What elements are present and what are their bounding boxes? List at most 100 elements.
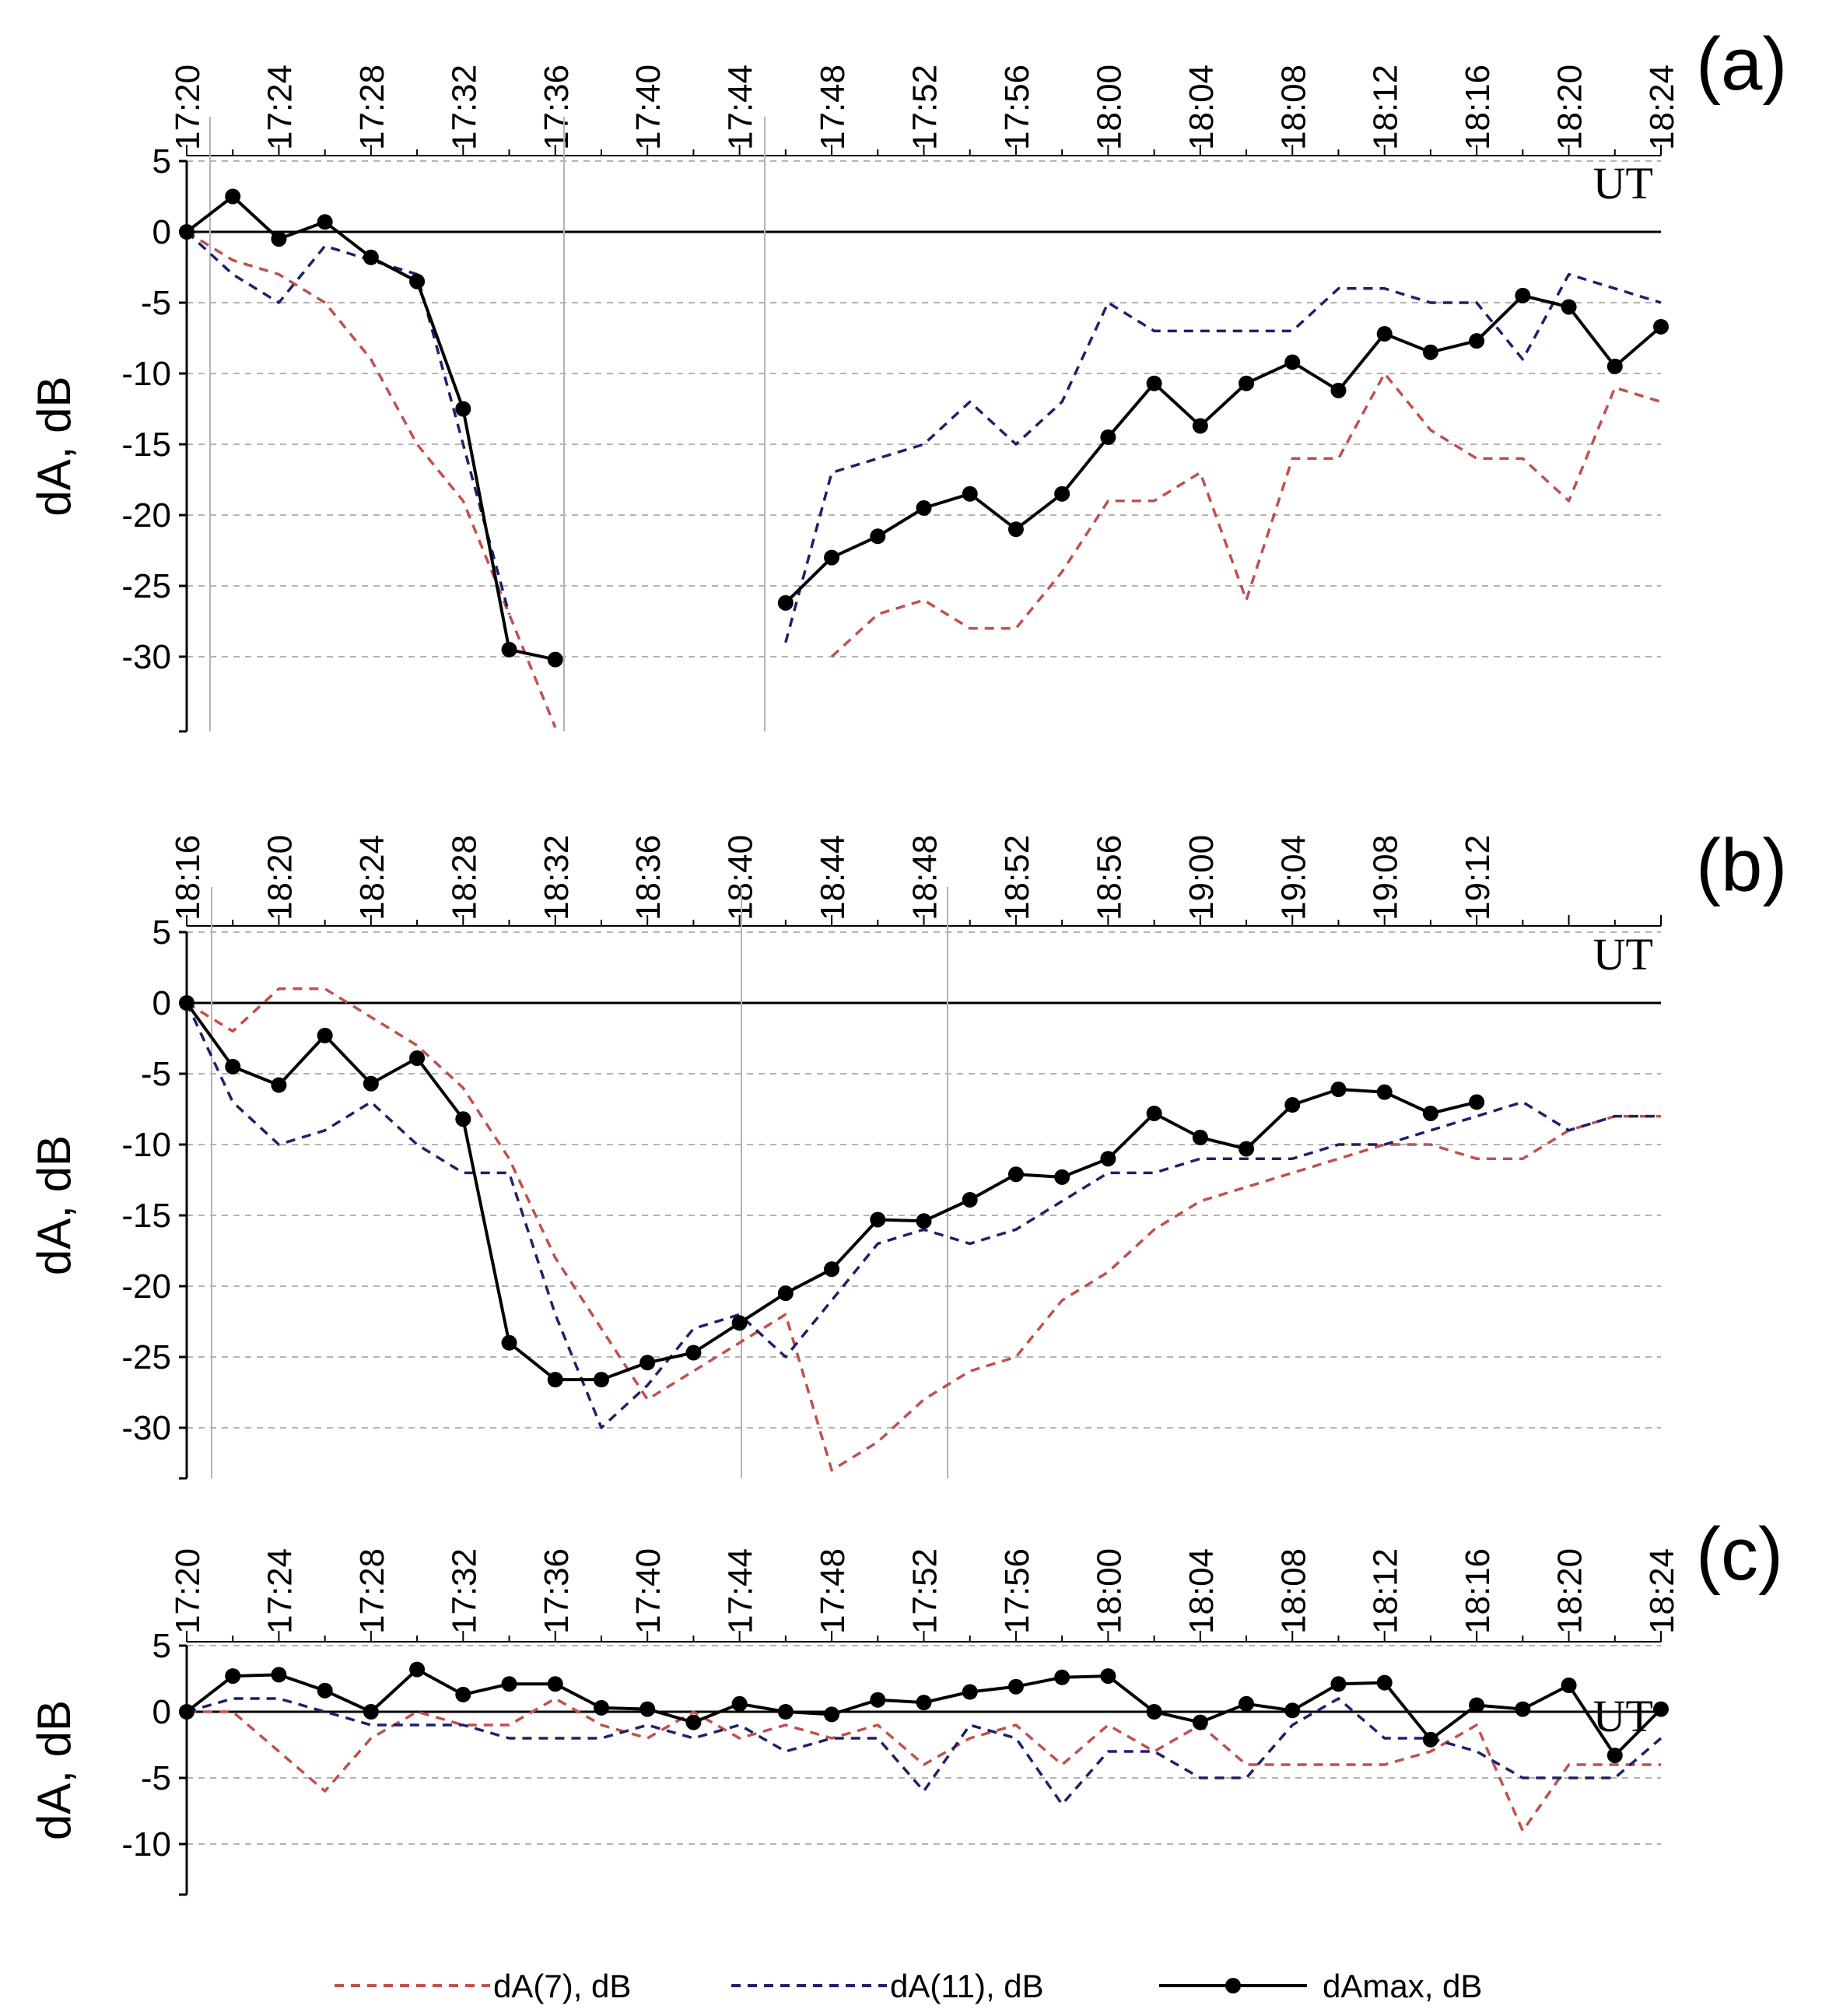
x-tick-label: 17:24 (261, 1548, 299, 1634)
x-tick-label: 18:28 (445, 835, 483, 920)
series-line-dAmax (185, 1001, 1477, 1382)
data-point-dAmax (1146, 1105, 1162, 1121)
data-point-dAmax (1422, 344, 1438, 360)
unit-label: UT (1593, 929, 1653, 980)
y-tick-label: 5 (152, 1627, 171, 1665)
data-point-dAmax (962, 1684, 978, 1700)
data-point-dAmax (1007, 1166, 1024, 1183)
x-tick-label: 17:32 (445, 1548, 483, 1634)
x-tick-label: 17:52 (906, 65, 944, 150)
panel-b: 5 0 -5 -10 -15 -20 -25 -30 18:16 18:20 18:24 18:28 1… (28, 824, 1787, 1480)
data-point-dAmax (501, 1676, 517, 1692)
x-tick-label: 18:12 (1367, 1548, 1405, 1634)
x-tick-label: 18:08 (1274, 65, 1312, 150)
series-line-dA7 (187, 1697, 1661, 1832)
data-point-dAmax (225, 1668, 241, 1685)
data-point-dAmax (962, 1191, 978, 1208)
x-tick-label: 17:32 (445, 65, 483, 150)
legend-marker (1225, 1978, 1241, 1993)
data-point-dAmax (1515, 287, 1531, 303)
data-point-dAmax (455, 1686, 471, 1702)
y-tick-label: 5 (152, 142, 171, 181)
x-tick-label: 19:04 (1274, 835, 1312, 920)
series-line-dA7 (186, 230, 557, 728)
data-point-dAmax (639, 1355, 656, 1371)
data-point-dAmax (179, 995, 194, 1011)
data-point-dAmax (455, 401, 471, 417)
data-point-dAmax (962, 486, 978, 502)
data-point-dAmax (916, 1213, 932, 1229)
x-tick-label: 17:28 (353, 65, 391, 150)
data-point-dAmax (225, 188, 241, 205)
data-point-dAmax (317, 1027, 333, 1043)
data-point-dAmax (547, 1676, 563, 1692)
panel-label: (b) (1696, 824, 1787, 907)
data-point-dAmax (1054, 486, 1070, 502)
data-point-dAmax (455, 1111, 471, 1127)
data-point-dAmax (685, 1345, 702, 1361)
series-line-dA11 (185, 1002, 1661, 1429)
y-tick-label: -10 (121, 1126, 171, 1164)
y-tick-label: -25 (121, 1338, 171, 1376)
data-point-dAmax (1284, 354, 1301, 370)
data-point-dAmax (1007, 521, 1024, 538)
data-point-dAmax (1284, 1702, 1301, 1719)
data-point-dAmax (639, 1701, 656, 1717)
data-point-dAmax (1422, 1105, 1438, 1121)
x-tick-label: 17:20 (169, 1548, 207, 1634)
data-point-dAmax (824, 1261, 840, 1278)
x-tick-label: 17:48 (814, 65, 852, 150)
data-point-dAmax (870, 1692, 886, 1708)
data-point-dAmax (225, 1058, 241, 1075)
y-tick-label: 0 (152, 1693, 171, 1731)
data-point-dAmax (870, 1211, 886, 1228)
data-point-dAmax (271, 231, 287, 247)
data-point-dAmax (1561, 299, 1577, 315)
x-tick-label: 17:20 (169, 65, 207, 150)
data-point-dAmax (547, 651, 563, 668)
data-point-dAmax (1054, 1169, 1070, 1185)
data-point-dAmax (1054, 1669, 1070, 1685)
data-point-dAmax (1653, 1701, 1669, 1717)
data-point-dAmax (777, 1285, 794, 1302)
data-point-dAmax (777, 1704, 794, 1720)
x-tick-label: 18:48 (906, 835, 944, 920)
data-point-dAmax (870, 528, 886, 545)
x-tick-label: 17:56 (998, 65, 1036, 150)
y-tick-label: -25 (121, 567, 171, 605)
y-tick-label: 0 (152, 213, 171, 251)
x-tick-label: 19:12 (1459, 835, 1497, 920)
panel-c: 5 0 -5 -10 17:20 17:24 17:28 17:32 17:36 17:40 17:… (28, 1513, 1783, 1896)
data-point-dAmax (1561, 1678, 1577, 1693)
series-line-dA7 (186, 987, 1661, 1472)
x-tick-label: 17:44 (722, 1548, 760, 1634)
y-axis-label: dA, dB (28, 376, 80, 516)
x-tick-label: 18:32 (538, 835, 576, 920)
data-point-dAmax (1469, 1697, 1485, 1713)
panel-a: 5 0 -5 -10 -15 -20 -25 -30 17:20 17:24 17:28 17:32 1… (28, 23, 1787, 733)
data-point-dAmax (1330, 1082, 1347, 1098)
y-tick-label: -5 (141, 1055, 171, 1093)
data-point-dAmax (1515, 1701, 1531, 1717)
data-point-dAmax (1422, 1731, 1438, 1748)
data-point-dAmax (685, 1714, 702, 1730)
series-line-dA7 (830, 372, 1662, 658)
data-point-dAmax (271, 1077, 287, 1093)
y-tick-label: -5 (141, 1759, 171, 1797)
data-point-dAmax (363, 249, 379, 265)
x-tick-label: 18:00 (1090, 65, 1128, 150)
data-point-dAmax (1146, 375, 1162, 391)
y-tick-label: -20 (121, 496, 171, 535)
legend-label-dAmax: dAmax, dB (1323, 1968, 1482, 2004)
x-tick-label: 18:16 (1459, 1548, 1497, 1634)
data-point-dAmax (317, 214, 333, 230)
x-tick-label: 17:36 (538, 65, 576, 150)
data-point-dAmax (1330, 382, 1347, 398)
legend: dA(7), dB dA(11), dB dAmax, dB (335, 1968, 1482, 2004)
x-tick-label: 17:56 (998, 1548, 1036, 1634)
data-point-dAmax (1146, 1704, 1162, 1720)
data-point-dAmax (777, 594, 794, 611)
data-point-dAmax (1284, 1097, 1301, 1113)
unit-label: UT (1593, 158, 1653, 209)
data-point-dAmax (409, 1050, 426, 1066)
